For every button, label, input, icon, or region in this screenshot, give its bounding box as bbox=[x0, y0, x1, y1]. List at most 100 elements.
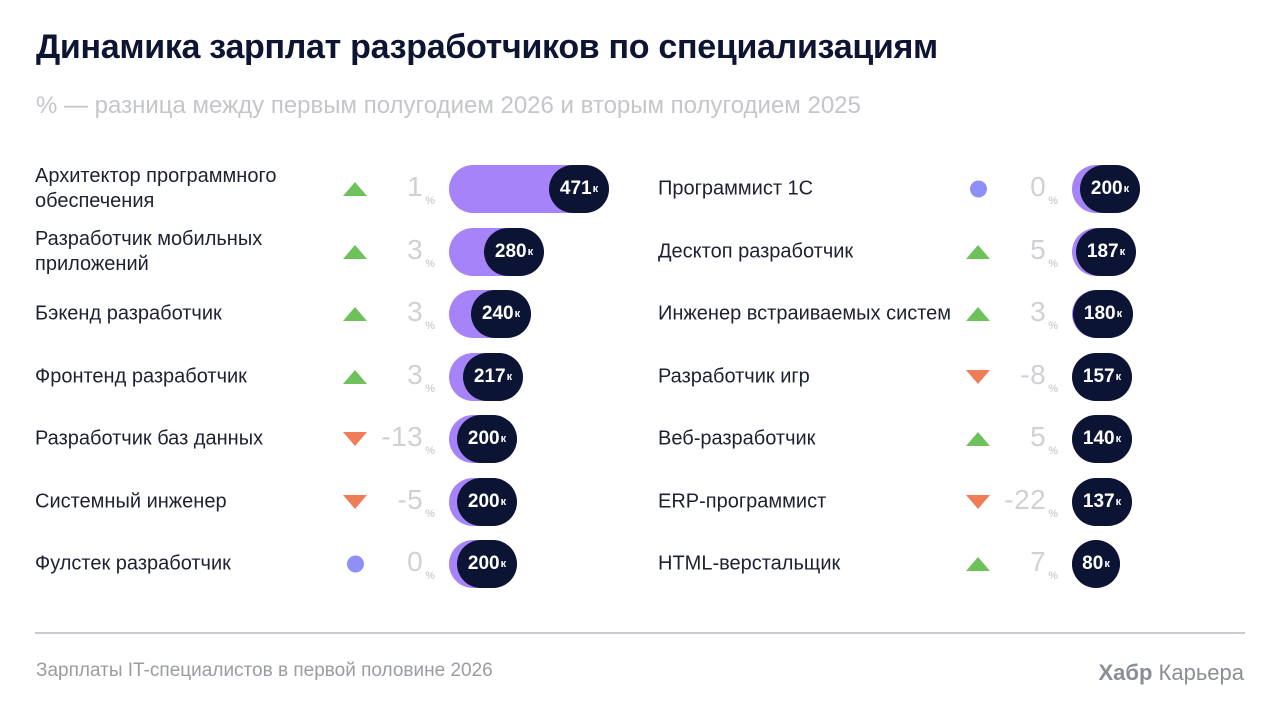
row-label: Разработчик игр bbox=[658, 365, 810, 388]
salary-bar: 140 к bbox=[1072, 415, 1132, 464]
salary-unit: к bbox=[1104, 558, 1110, 571]
change-value: -8% bbox=[1020, 359, 1058, 395]
salary-row: Разработчик игр -8% 157 к bbox=[658, 346, 1258, 409]
change-unit: % bbox=[425, 507, 435, 520]
row-label: Разработчик баз данных bbox=[35, 427, 264, 450]
salary-label: 80 к bbox=[1072, 540, 1120, 589]
salary-bar: 80 к bbox=[1072, 540, 1120, 589]
brand-name-rest: Карьера bbox=[1152, 660, 1244, 685]
salary-row: HTML-верстальщик 7% 80 к bbox=[658, 533, 1258, 596]
salary-unit: к bbox=[514, 308, 521, 321]
salary-unit: к bbox=[500, 433, 507, 446]
change-unit: % bbox=[1048, 570, 1058, 583]
salary-label: 471 к bbox=[549, 165, 609, 214]
salary-row: Фронтенд разработчик 3% 217 к bbox=[35, 346, 635, 409]
salary-row: ERP-программист -22% 137 к bbox=[658, 471, 1258, 534]
row-label: Веб-разработчик bbox=[658, 427, 816, 450]
salary-number: 217 bbox=[473, 365, 506, 387]
salary-number: 200 bbox=[467, 490, 500, 512]
trend-up-icon bbox=[966, 432, 990, 447]
salary-row: Десктоп разработчик 5% 187 к bbox=[658, 221, 1258, 284]
salary-label: 280 к bbox=[484, 227, 544, 276]
change-number: 3 bbox=[1030, 296, 1047, 328]
trend-up-icon bbox=[343, 182, 367, 197]
change-unit: % bbox=[1048, 257, 1058, 270]
salary-bar: 240 к bbox=[449, 290, 531, 339]
row-label: Системный инженер bbox=[35, 490, 227, 513]
change-value: 0% bbox=[1030, 171, 1058, 207]
trend-down-icon bbox=[343, 494, 367, 509]
salary-label: 180 к bbox=[1073, 290, 1133, 339]
salary-number: 200 bbox=[467, 428, 500, 450]
salary-unit: к bbox=[1123, 183, 1130, 196]
trend-up-icon bbox=[966, 307, 990, 322]
trend-down-icon bbox=[966, 494, 990, 509]
brand-name-bold: Хабр bbox=[1098, 660, 1153, 685]
salary-unit: к bbox=[1115, 495, 1122, 508]
salary-label: 200 к bbox=[457, 477, 517, 526]
chart-column-right: Программист 1С 0% 200 к Десктоп разработчик 5… bbox=[658, 158, 1258, 596]
change-unit: % bbox=[1048, 445, 1058, 458]
change-value: 3% bbox=[407, 234, 435, 270]
change-number: -8 bbox=[1020, 358, 1047, 390]
salary-bar: 180 к bbox=[1072, 290, 1133, 339]
salary-row: Инженер встраиваемых систем 3% 180 к bbox=[658, 283, 1258, 346]
salary-bar: 200 к bbox=[449, 477, 517, 526]
salary-number: 471 bbox=[559, 178, 592, 200]
row-label: Архитектор программного обеспечения bbox=[35, 165, 277, 213]
change-number: 3 bbox=[407, 296, 424, 328]
chart-subtitle: % — разница между первым полугодием 2026… bbox=[36, 92, 861, 119]
salary-row: Архитектор программного обеспечения 1% 471… bbox=[35, 158, 635, 221]
row-label: Программист 1С bbox=[658, 177, 814, 200]
change-unit: % bbox=[425, 195, 435, 208]
change-value: 1% bbox=[407, 171, 435, 207]
row-label: Разработчик мобильных приложений bbox=[35, 227, 263, 275]
change-value: -13% bbox=[381, 421, 435, 457]
trend-up-icon bbox=[343, 307, 367, 322]
trend-neutral-icon bbox=[346, 555, 364, 573]
change-unit: % bbox=[1048, 382, 1058, 395]
change-unit: % bbox=[425, 445, 435, 458]
salary-row: Разработчик баз данных -13% 200 к bbox=[35, 408, 635, 471]
salary-number: 200 bbox=[467, 553, 500, 575]
change-value: 5% bbox=[1030, 234, 1058, 270]
salary-label: 200 к bbox=[457, 540, 517, 589]
change-value: 3% bbox=[407, 359, 435, 395]
salary-number: 80 bbox=[1082, 553, 1104, 575]
salary-bar: 200 к bbox=[449, 540, 517, 589]
salary-unit: к bbox=[527, 245, 534, 258]
salary-row: Бэкенд разработчик 3% 240 к bbox=[35, 283, 635, 346]
salary-number: 200 bbox=[1090, 178, 1123, 200]
row-label: Фронтенд разработчик bbox=[35, 365, 247, 388]
salary-unit: к bbox=[1115, 370, 1122, 383]
salary-bar: 200 к bbox=[1072, 165, 1140, 214]
salary-row: Фулстек разработчик 0% 200 к bbox=[35, 533, 635, 596]
salary-row: Разработчик мобильных приложений 3% 280 к bbox=[35, 221, 635, 284]
salary-number: 280 bbox=[494, 240, 527, 262]
salary-unit: к bbox=[500, 558, 507, 571]
footer-source: Зарплаты IT-специалистов в первой полови… bbox=[36, 660, 493, 681]
salary-number: 240 bbox=[481, 303, 514, 325]
salary-label: 200 к bbox=[1080, 165, 1140, 214]
change-number: 1 bbox=[407, 171, 424, 203]
salary-label: 140 к bbox=[1072, 415, 1132, 464]
salary-number: 180 bbox=[1083, 303, 1116, 325]
salary-bar: 157 к bbox=[1072, 352, 1132, 401]
salary-label: 217 к bbox=[463, 352, 523, 401]
row-label: ERP-программист bbox=[658, 490, 827, 513]
salary-number: 137 bbox=[1082, 490, 1115, 512]
change-value: 3% bbox=[1030, 296, 1058, 332]
change-number: 5 bbox=[1030, 421, 1047, 453]
salary-label: 137 к bbox=[1072, 477, 1132, 526]
trend-up-icon bbox=[966, 557, 990, 572]
salary-unit: к bbox=[500, 495, 507, 508]
change-number: 3 bbox=[407, 233, 424, 265]
row-label: HTML-верстальщик bbox=[658, 552, 841, 575]
change-number: -13 bbox=[381, 421, 424, 453]
salary-bar: 200 к bbox=[449, 415, 517, 464]
salary-row: Программист 1С 0% 200 к bbox=[658, 158, 1258, 221]
trend-up-icon bbox=[966, 244, 990, 259]
change-number: -5 bbox=[397, 483, 424, 515]
row-label: Десктоп разработчик bbox=[658, 240, 854, 263]
trend-neutral-icon bbox=[969, 180, 987, 198]
